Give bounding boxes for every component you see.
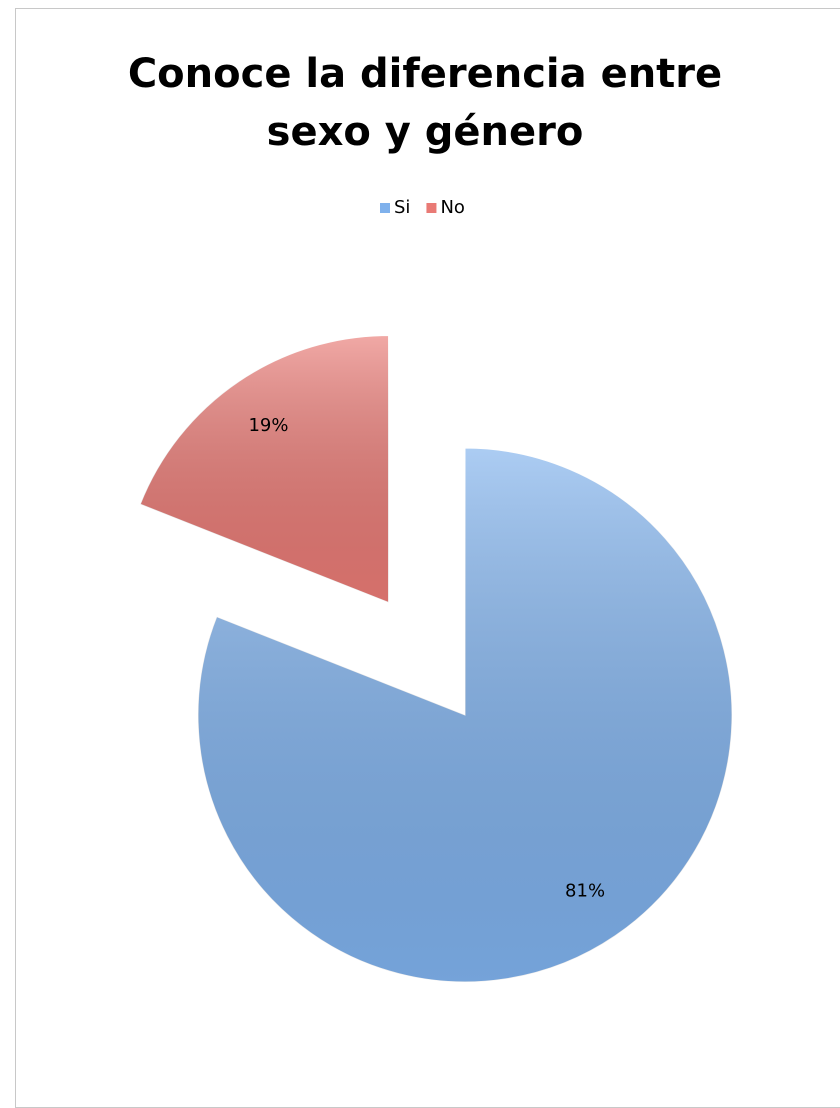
legend-swatch <box>380 203 390 213</box>
page: Conoce la diferencia entre sexo y género… <box>15 8 840 1108</box>
legend-swatch <box>426 203 437 213</box>
data-label: 19% <box>248 415 288 436</box>
data-label: 81% <box>565 881 605 902</box>
chart: 81% 19% Si No <box>139 197 733 983</box>
slice-shade <box>198 448 733 982</box>
slice-shade <box>140 335 389 603</box>
legend-label: Si <box>394 197 410 218</box>
legend-label: No <box>440 197 464 218</box>
chart-title: Conoce la diferencia entre sexo y género <box>127 51 723 155</box>
